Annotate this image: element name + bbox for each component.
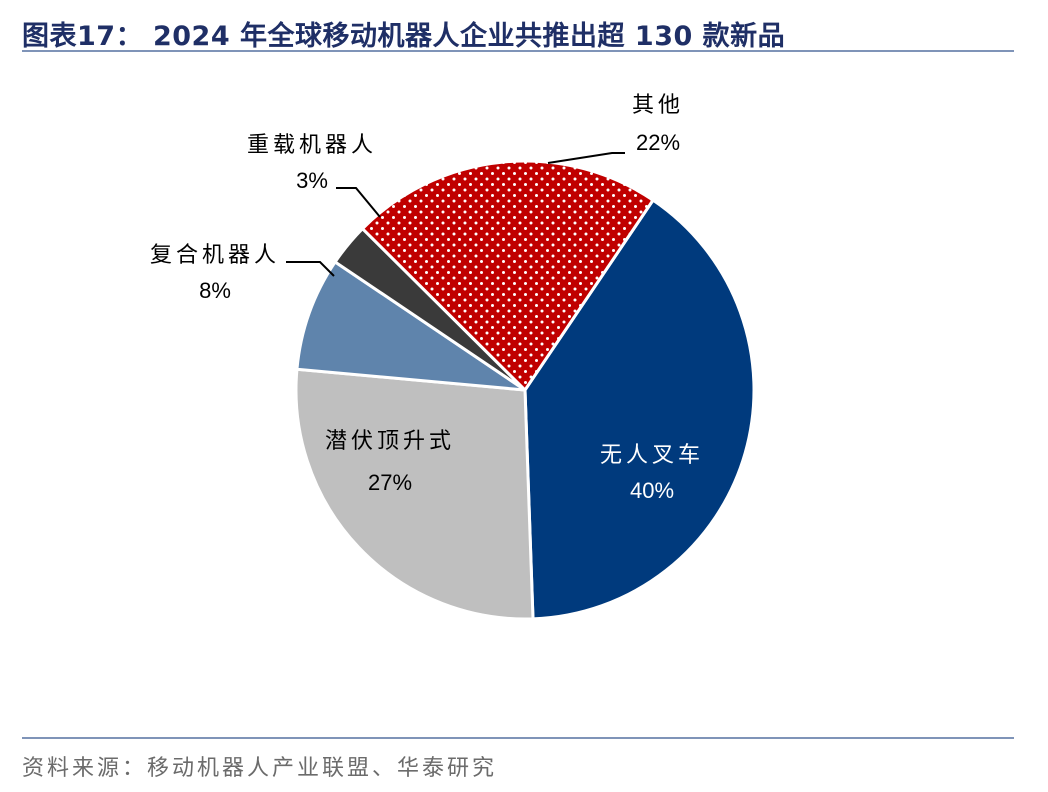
pie-slice-forklift: [523, 198, 756, 621]
title-divider: [22, 50, 1014, 52]
pie-slice-other: [360, 159, 656, 393]
chart-title: 图表17： 2024 年全球移动机器人企业共推出超 130 款新品: [22, 21, 786, 52]
slice-percent-heavy-load-robot: 3%: [296, 168, 328, 193]
slice-name-composite-robot: 复合机器人: [150, 243, 280, 268]
slice-percent-latent-lifting: 27%: [368, 470, 412, 495]
source-note: 资料来源：移动机器人产业联盟、华泰研究: [22, 756, 498, 781]
slice-name-latent-lifting: 潜伏顶升式: [325, 429, 455, 454]
slice-percent-forklift: 40%: [630, 478, 674, 503]
source-divider: [22, 737, 1014, 739]
pie-slice-composite-robot: [295, 259, 526, 392]
leader-line-other: [547, 152, 625, 164]
slice-name-forklift: 无人叉车: [600, 443, 704, 468]
slice-percent-composite-robot: 8%: [199, 278, 231, 303]
slice-name-other: 其他: [632, 93, 684, 118]
leader-line-heavy-load-robot: [336, 187, 381, 218]
leader-line-composite-robot: [286, 261, 335, 277]
slice-percent-other: 22%: [636, 130, 680, 155]
pie-slice-latent-lifting: [294, 367, 535, 621]
slice-name-heavy-load-robot: 重载机器人: [247, 133, 377, 158]
